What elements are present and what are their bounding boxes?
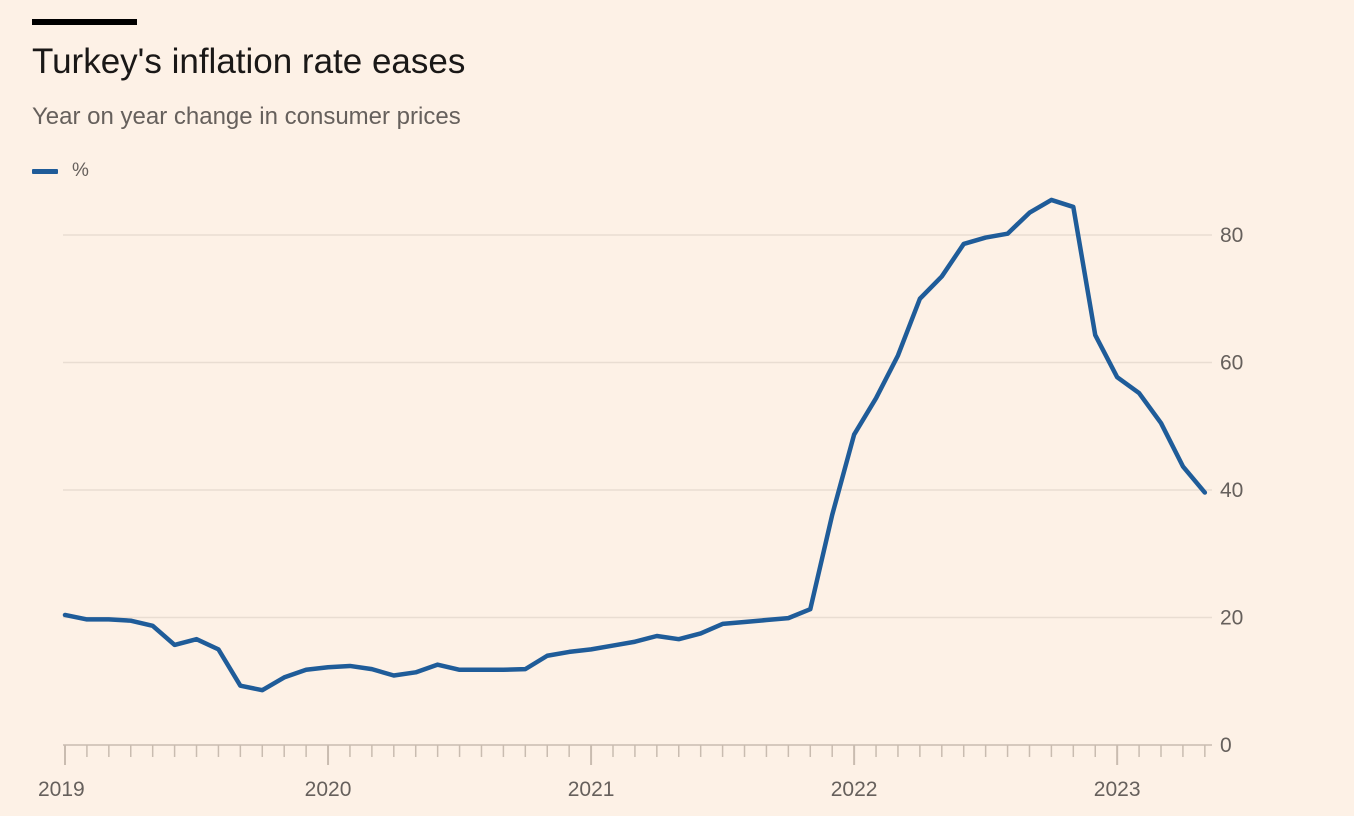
data-point-2019-04: [129, 618, 133, 622]
data-point-2022-01: [852, 432, 856, 436]
data-point-2020-07: [457, 668, 461, 672]
data-point-2022-08: [1005, 232, 1009, 236]
data-point-2022-02: [874, 396, 878, 400]
x-tick-label-2020: 2020: [305, 778, 352, 801]
data-point-2020-09: [501, 668, 505, 672]
data-point-2022-06: [962, 242, 966, 246]
data-point-2021-07: [720, 622, 724, 626]
data-point-2022-11: [1071, 205, 1075, 209]
x-tick-label-2023: 2023: [1094, 778, 1141, 801]
data-point-2020-02: [348, 664, 352, 668]
data-point-2019-10: [260, 688, 264, 692]
data-point-2022-12: [1093, 333, 1097, 337]
data-point-2021-10: [786, 616, 790, 620]
data-point-2020-05: [414, 670, 418, 674]
data-point-2020-08: [479, 668, 483, 672]
data-point-2019-03: [107, 617, 111, 621]
y-tick-label-0: 0: [1220, 734, 1232, 757]
data-point-2021-06: [698, 631, 702, 635]
legend: %: [32, 158, 89, 184]
gridlines: [63, 234, 1212, 619]
data-point-2022-09: [1027, 210, 1031, 214]
data-point-2021-04: [655, 634, 659, 638]
data-point-2021-03: [633, 640, 637, 644]
data-point-2019-08: [216, 647, 220, 651]
data-point-2019-05: [150, 624, 154, 628]
x-tick-label-2021: 2021: [568, 778, 615, 801]
data-point-2019-01: [63, 613, 67, 617]
data-point-2023-03: [1159, 421, 1163, 425]
data-point-2020-10: [523, 667, 527, 671]
data-point-2021-08: [742, 620, 746, 624]
y-tick-label-20: 20: [1220, 607, 1243, 630]
data-point-2021-11: [808, 607, 812, 611]
series-line-0: [62, 197, 1208, 693]
data-point-2023-01: [1115, 375, 1119, 379]
legend-swatch: [32, 168, 58, 174]
y-tick-label-80: 80: [1220, 224, 1243, 247]
data-point-2022-04: [918, 297, 922, 301]
data-point-2020-06: [435, 662, 439, 666]
data-point-2023-05: [1203, 490, 1207, 494]
data-point-2019-02: [85, 617, 89, 621]
title-rule: [32, 19, 137, 25]
y-tick-label-60: 60: [1220, 352, 1243, 375]
data-point-2022-03: [896, 353, 900, 357]
data-point-2023-04: [1181, 464, 1185, 468]
data-point-2020-01: [326, 665, 330, 669]
x-tick-label-2019: 2019: [38, 778, 85, 801]
data-point-2021-12: [830, 513, 834, 517]
x-tick-label-2022: 2022: [831, 778, 878, 801]
data-point-2023-02: [1137, 391, 1141, 395]
chart-subtitle: Year on year change in consumer prices: [32, 103, 461, 130]
data-point-2019-12: [304, 668, 308, 672]
data-point-2021-01: [589, 647, 593, 651]
data-point-2021-09: [764, 618, 768, 622]
x-axis: [63, 744, 1212, 765]
data-point-2019-06: [172, 643, 176, 647]
data-point-2022-10: [1049, 198, 1053, 202]
data-point-2020-03: [370, 667, 374, 671]
y-axis-labels: 0 20 40 60 80: [1220, 224, 1243, 757]
data-point-2019-07: [194, 637, 198, 641]
y-tick-label-40: 40: [1220, 479, 1243, 502]
x-axis-labels: 2019 2020 2021 2022 2023: [38, 778, 1141, 801]
data-point-2020-12: [567, 650, 571, 654]
data-point-2019-11: [282, 675, 286, 679]
legend-label: %: [72, 160, 89, 181]
data-point-2022-05: [940, 274, 944, 278]
data-point-2021-02: [611, 643, 615, 647]
data-point-2022-07: [983, 235, 987, 239]
series-layer: [62, 197, 1208, 693]
chart-title: Turkey's inflation rate eases: [32, 42, 466, 81]
data-point-2019-09: [238, 684, 242, 688]
data-point-2020-04: [392, 673, 396, 677]
data-point-2020-11: [545, 654, 549, 658]
data-point-2021-05: [677, 637, 681, 641]
